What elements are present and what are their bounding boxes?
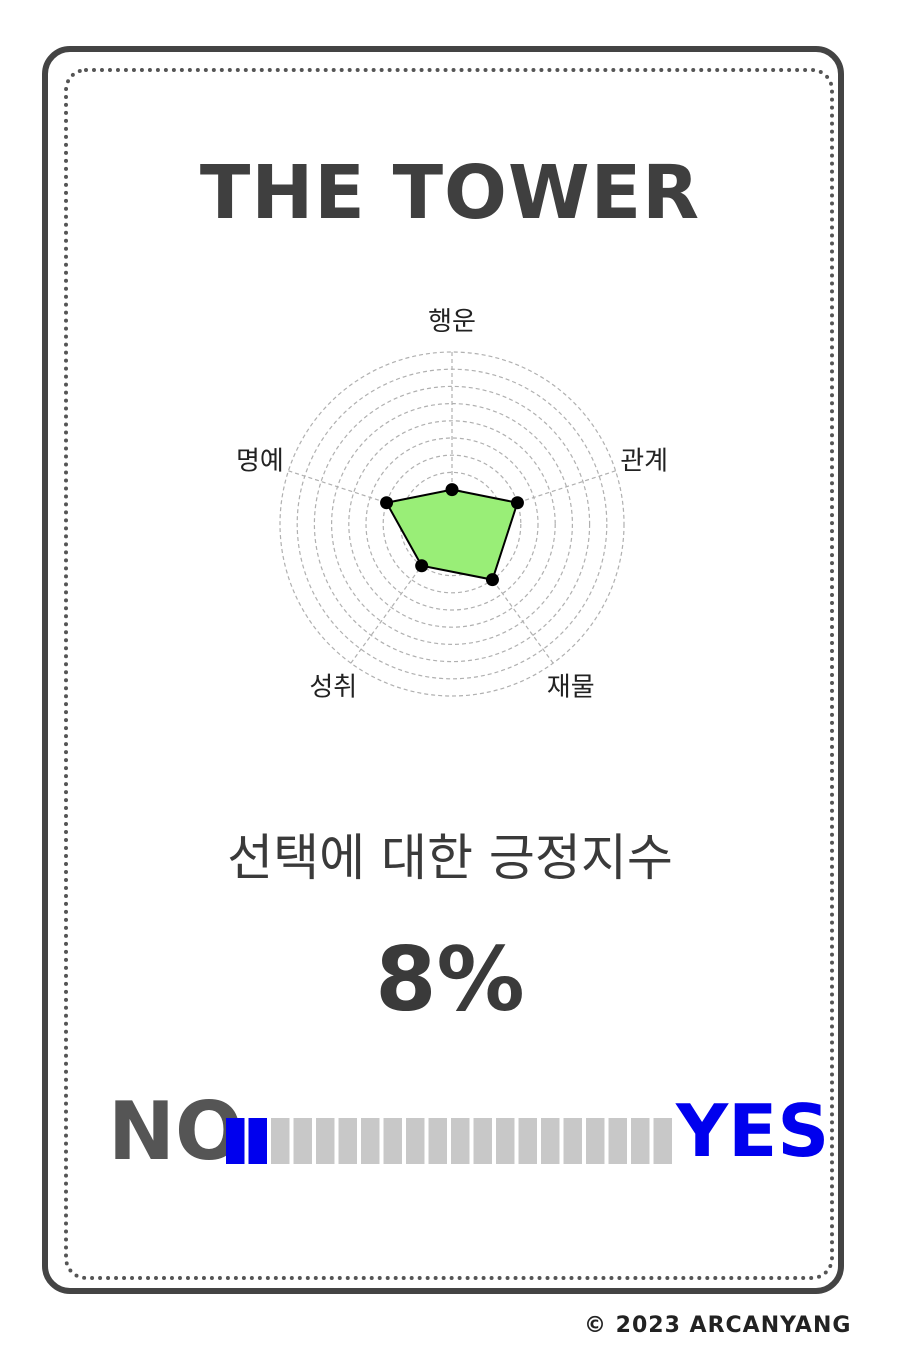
radar-ring [365, 437, 539, 611]
meter-segment-empty [631, 1118, 650, 1164]
meter-segment-empty [563, 1118, 582, 1164]
radar-point [445, 483, 459, 497]
radar-area [385, 488, 519, 581]
radar-axis-label: 재물 [547, 672, 595, 702]
meter-segment-empty [406, 1118, 425, 1164]
copyright-notice: © 2023 ARCANYANG [584, 1313, 852, 1338]
meter-segment-empty [338, 1118, 357, 1164]
meter-segment-empty [316, 1118, 335, 1164]
radar-axis-label: 행운 [428, 307, 476, 337]
radar-axis-label: 성취 [309, 672, 357, 702]
meter-segment-empty [451, 1118, 470, 1164]
radar-point [380, 496, 394, 510]
meter-segment-empty [608, 1118, 627, 1164]
meter-segment-empty [428, 1118, 447, 1164]
meter-segment-empty [496, 1118, 515, 1164]
radar-ring [348, 420, 556, 628]
radar-points [380, 483, 524, 587]
card-dotted-border [64, 68, 834, 1280]
card-title: THE TOWER [199, 150, 701, 236]
yes-label: YES [676, 1089, 830, 1173]
tarot-card-frame [42, 46, 844, 1294]
meter-segment-empty [586, 1118, 605, 1164]
meter-segment-empty [541, 1118, 560, 1164]
radar-axis-label: 명예 [236, 447, 284, 477]
meter-segment-empty [361, 1118, 380, 1164]
meter-segment-empty [653, 1118, 672, 1164]
radar-ring [279, 351, 625, 697]
meter-segment-filled [248, 1118, 267, 1164]
no-label: NO [108, 1085, 243, 1178]
meter-segment-empty [518, 1118, 537, 1164]
radar-axis-label: 관계 [620, 447, 668, 477]
radar-ring [313, 385, 591, 663]
positivity-index-heading: 선택에 대한 긍정지수 [227, 829, 673, 887]
meter-segment-empty [271, 1118, 290, 1164]
meter-segment-empty [383, 1118, 402, 1164]
radar-point [485, 573, 499, 587]
radar-point [510, 496, 524, 510]
positivity-percent: 8% [375, 928, 525, 1031]
meter-segment-empty [293, 1118, 312, 1164]
meter-segment-filled [226, 1118, 245, 1164]
radar-point [415, 559, 429, 573]
meter-segment-empty [473, 1118, 492, 1164]
radar-ring [382, 454, 522, 594]
yes-no-meter [226, 1118, 672, 1164]
